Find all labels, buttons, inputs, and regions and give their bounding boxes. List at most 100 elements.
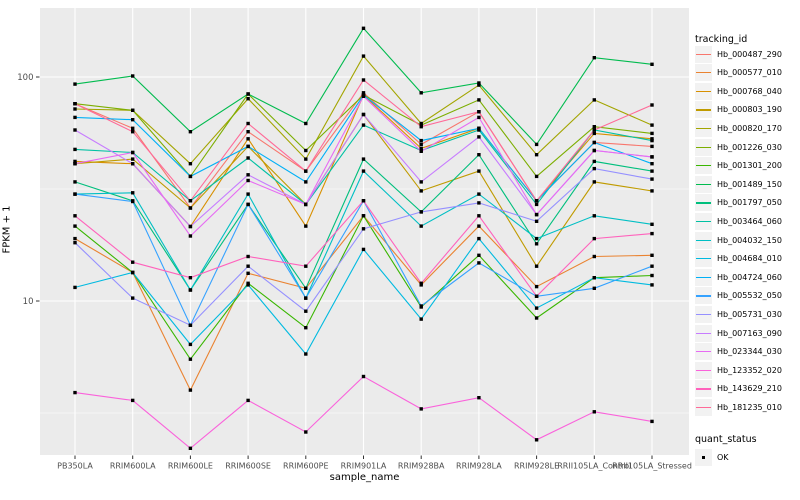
data-point <box>304 352 308 356</box>
data-point <box>246 283 250 287</box>
legend-key-swatch <box>695 324 712 342</box>
data-point <box>534 153 539 157</box>
data-point <box>534 199 539 203</box>
x-tick-label: RRIM901LA <box>341 462 387 471</box>
data-point <box>361 214 366 218</box>
data-point <box>592 56 596 60</box>
legend-line-icon <box>696 406 711 409</box>
plot-panel <box>40 8 689 455</box>
legend-item-label: Hb_023344_030 <box>717 347 782 357</box>
data-point <box>131 118 135 122</box>
data-point <box>419 142 423 147</box>
legend-item-label: Hb_000577_010 <box>717 68 782 78</box>
data-point <box>361 123 366 127</box>
data-point <box>361 54 366 58</box>
legend-key-swatch <box>695 45 712 63</box>
data-point <box>477 214 481 218</box>
data-point <box>361 247 366 252</box>
data-point <box>73 115 77 120</box>
data-point <box>304 286 308 290</box>
data-point <box>419 189 423 193</box>
x-tick-label: RRIM600LA <box>110 462 156 471</box>
data-point <box>246 144 250 149</box>
data-point <box>304 180 308 184</box>
data-point <box>304 224 308 228</box>
data-point <box>131 270 135 275</box>
data-point <box>361 26 366 30</box>
data-point <box>304 309 308 313</box>
data-point <box>131 157 135 161</box>
legend-line-icon <box>696 239 711 241</box>
data-point <box>650 177 654 181</box>
legend-item-label: Hb_007163_090 <box>717 328 782 338</box>
data-point <box>304 148 308 153</box>
legend-key-swatch <box>695 343 712 361</box>
data-point <box>361 94 366 98</box>
x-tick-label: RRIM600PE <box>283 462 329 471</box>
legend-line-icon <box>696 53 711 55</box>
x-tick-label: RRIM928LE <box>514 462 559 471</box>
data-point <box>650 137 654 141</box>
data-point <box>534 174 539 179</box>
data-point <box>304 430 308 434</box>
data-point <box>246 271 250 275</box>
data-point <box>534 284 539 289</box>
data-point <box>650 231 654 236</box>
data-point <box>419 224 423 228</box>
x-tick-label: RRIM928LA <box>456 462 502 471</box>
data-point <box>246 173 250 177</box>
quant-status-legend-title: quant_status <box>695 434 757 445</box>
x-tick-label: RRII105LA_Stressed <box>612 462 692 471</box>
data-point <box>246 92 250 96</box>
data-point <box>73 390 77 395</box>
legend-key-swatch <box>695 64 712 82</box>
legend-item-label: Hb_004032_150 <box>717 235 782 245</box>
quant-ok-key <box>695 449 712 466</box>
y-tick-label: 100 <box>17 73 33 83</box>
legend-item-label: Hb_181235_010 <box>717 402 782 412</box>
x-tick-label: RRII105LA_Control <box>557 462 631 471</box>
legend-item-label: Hb_004684_010 <box>717 254 782 264</box>
data-point <box>477 261 481 265</box>
data-point <box>650 155 654 159</box>
data-point <box>650 131 654 136</box>
data-point <box>188 342 193 347</box>
data-point <box>361 374 366 379</box>
data-point <box>361 112 366 117</box>
data-point <box>73 159 77 164</box>
legend-item-label: Hb_143629_210 <box>717 384 782 394</box>
data-point <box>131 398 135 403</box>
legend-key-swatch <box>695 194 712 212</box>
data-point <box>419 91 423 95</box>
x-tick-label: RRIM600LE <box>168 462 213 471</box>
data-point <box>361 157 366 161</box>
legend-line-icon <box>696 332 711 334</box>
data-point <box>188 276 193 280</box>
data-point <box>477 253 481 257</box>
legend-line-icon <box>696 351 711 353</box>
data-point <box>419 146 423 151</box>
data-point <box>477 201 481 205</box>
legend-key-swatch <box>695 231 712 249</box>
legend-key-swatch <box>695 380 712 398</box>
data-point <box>246 202 250 207</box>
data-point <box>592 131 596 136</box>
data-point <box>188 206 193 210</box>
data-point <box>592 236 596 241</box>
legend-item-label: Hb_001489_150 <box>717 179 782 189</box>
data-point <box>188 234 193 238</box>
data-point <box>188 199 193 203</box>
y-axis-title: FPKM + 1 <box>1 205 13 254</box>
data-point <box>131 162 135 166</box>
data-point <box>73 224 77 228</box>
data-point <box>477 98 481 102</box>
data-point <box>592 98 596 102</box>
data-point <box>131 108 135 112</box>
data-point <box>188 130 193 134</box>
legend-item-label: Hb_000487_290 <box>717 49 782 59</box>
legend-key-swatch <box>695 82 712 100</box>
data-point <box>131 296 135 300</box>
data-point <box>131 130 135 134</box>
data-point <box>188 446 193 450</box>
